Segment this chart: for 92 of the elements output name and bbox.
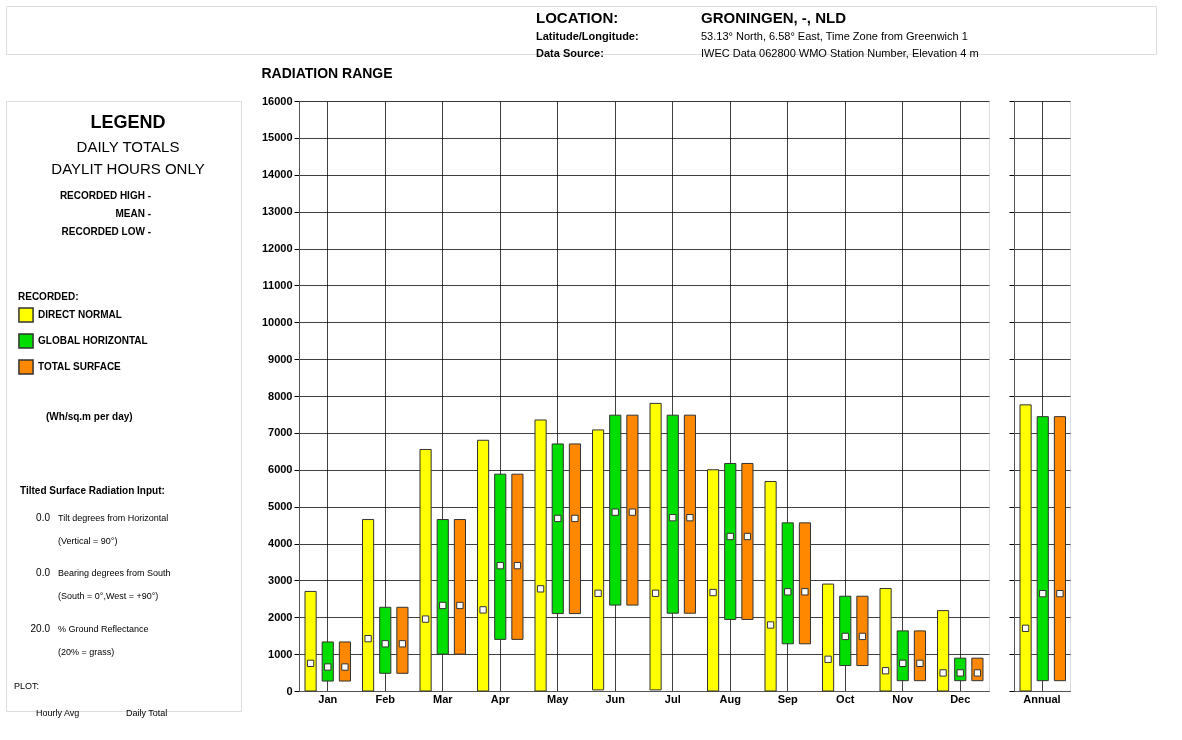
- text: Tilt degrees from Horizontal: [58, 513, 169, 523]
- y-tick-label: 16000: [261, 94, 293, 107]
- bar: [937, 610, 950, 692]
- y-tick-label: 9000: [268, 352, 293, 365]
- x-tick-label: Sep: [777, 692, 799, 705]
- text: Hourly Avg: [36, 708, 80, 718]
- bar: [781, 522, 794, 645]
- x-tick-label: Annual: [1023, 692, 1061, 705]
- y-tick-label: 7000: [268, 426, 293, 439]
- x-tick-label: Apr: [490, 692, 511, 705]
- y-tick-label: 8000: [268, 389, 293, 402]
- x-tick-label: Jan: [318, 692, 338, 705]
- bar: [568, 443, 581, 615]
- bar: [453, 519, 466, 655]
- y-tick-label: 0: [286, 684, 293, 697]
- bar: [741, 462, 754, 620]
- text: (South = 0°,West = +90°): [58, 591, 159, 601]
- x-tick-label: Mar: [432, 692, 454, 705]
- legend-label: TOTAL SURFACE: [38, 361, 122, 372]
- source-note: Data Source:: [536, 47, 604, 59]
- y-tick-label: 2000: [268, 610, 293, 623]
- y-tick-label: 14000: [261, 168, 293, 181]
- bar: [379, 606, 392, 674]
- text: 20.0: [30, 623, 51, 634]
- bar: [649, 402, 662, 691]
- legend-title: RECORDED:: [18, 291, 79, 302]
- y-tick-label: 5000: [268, 500, 293, 513]
- x-tick-label: Jun: [605, 692, 626, 705]
- bar: [879, 587, 892, 692]
- x-tick-label: Nov: [892, 692, 915, 705]
- text: 53.13° North, 6.58° East, Time Zone from Greenwich 1: [701, 30, 968, 42]
- x-tick-label: Oct: [836, 692, 855, 705]
- bar: [534, 419, 547, 692]
- y-tick-label: 4000: [268, 537, 293, 549]
- y-tick-label: 6000: [268, 463, 293, 476]
- text: Bearing degrees from South: [58, 568, 171, 578]
- text: GRONINGEN, -, NLD: [701, 9, 847, 26]
- y-tick-label: 1000: [268, 647, 293, 660]
- bar: [396, 606, 409, 674]
- text: 0.0: [36, 567, 51, 578]
- text: PLOT:: [14, 681, 40, 691]
- y-tick-label: 11000: [262, 278, 293, 291]
- bar: [592, 429, 605, 691]
- y-tick-label: 13000: [261, 205, 293, 218]
- bar: [822, 583, 835, 692]
- bar: [362, 519, 375, 692]
- text: DAILY TOTALS: [76, 138, 180, 155]
- bar: [839, 595, 852, 667]
- chart-title: RADIATION RANGE: [261, 65, 393, 81]
- text: (Wh/sq.m per day): [46, 411, 133, 422]
- text: LOCATION:: [536, 9, 619, 26]
- bar: [477, 439, 490, 692]
- text: MEAN -: [115, 208, 151, 219]
- text: LEGEND: [90, 112, 166, 132]
- x-tick-label: Aug: [719, 692, 741, 705]
- bar: [683, 414, 696, 614]
- x-tick-label: Feb: [375, 692, 396, 705]
- bar: [609, 414, 622, 606]
- text: (Vertical = 90°): [58, 536, 118, 546]
- text: Daily Total: [126, 708, 168, 718]
- bar: [707, 469, 720, 692]
- bar: [419, 448, 432, 692]
- text: DAYLIT HOURS ONLY: [51, 160, 205, 177]
- bar: [511, 473, 524, 640]
- text: Latitude/Longitude:: [536, 30, 639, 42]
- y-tick-label: 10000: [261, 315, 293, 328]
- bar: [626, 414, 639, 606]
- bar: [798, 522, 811, 645]
- text: (20% = grass): [58, 647, 115, 657]
- x-tick-label: May: [547, 692, 570, 705]
- bar: [666, 414, 679, 614]
- x-tick-label: Dec: [950, 692, 971, 705]
- y-tick-label: 15000: [261, 131, 293, 144]
- y-tick-label: 12000: [261, 242, 293, 254]
- text: % Ground Reflectance: [58, 624, 149, 634]
- bar: [494, 473, 507, 640]
- x-tick-label: Jul: [664, 692, 681, 705]
- legend-label: GLOBAL HORIZONTAL: [38, 335, 148, 346]
- bar: [913, 630, 926, 682]
- text: IWEC Data 062800 WMO Station Number, Elevation 4 m: [701, 47, 979, 59]
- text: 0.0: [36, 512, 51, 523]
- legend-label: DIRECT NORMAL: [38, 309, 122, 320]
- y-tick-label: 3000: [268, 573, 293, 586]
- bar: [856, 595, 869, 667]
- bar: [436, 519, 449, 655]
- bar: [764, 481, 777, 692]
- bar: [304, 590, 317, 692]
- text: RECORDED LOW -: [61, 226, 151, 237]
- bar: [724, 462, 737, 620]
- text: Tilted Surface Radiation Input:: [20, 485, 165, 496]
- bar: [551, 443, 564, 615]
- text: RECORDED HIGH -: [59, 190, 151, 201]
